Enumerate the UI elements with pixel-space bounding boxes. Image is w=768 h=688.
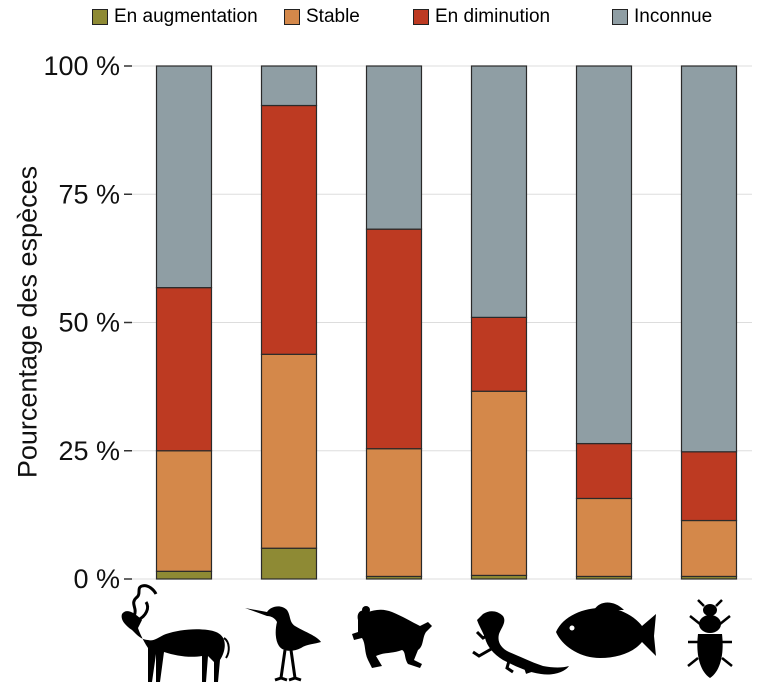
bar-segment bbox=[365, 65, 423, 230]
bar-segment bbox=[155, 450, 213, 572]
gridlines bbox=[132, 65, 752, 580]
bird-silhouette-icon bbox=[245, 606, 321, 682]
legend-label-decreasing: En diminution bbox=[435, 6, 551, 27]
y-axis-ticks: 0 % 25 % 50 % 75 % 100 % bbox=[43, 51, 132, 594]
category-icons bbox=[121, 584, 733, 682]
y-tick-label: 75 % bbox=[58, 179, 120, 209]
y-tick-label: 0 % bbox=[73, 564, 120, 594]
bar-segment bbox=[680, 451, 738, 522]
bar-segment bbox=[575, 497, 633, 578]
bar-segment bbox=[470, 390, 528, 577]
lizard-silhouette-icon bbox=[472, 611, 569, 675]
bar-segment bbox=[155, 65, 213, 289]
legend-item-unknown: Inconnue bbox=[612, 6, 712, 28]
bar-segment bbox=[260, 353, 318, 549]
bar-segment bbox=[575, 442, 633, 500]
beetle-silhouette-icon bbox=[687, 599, 733, 678]
fish-silhouette-icon bbox=[556, 602, 656, 658]
bar-segment bbox=[470, 316, 528, 392]
legend-item-stable: Stable bbox=[284, 6, 360, 28]
legend-item-increasing: En augmentation bbox=[92, 6, 258, 28]
bar-segment bbox=[680, 65, 738, 453]
legend-swatch-increasing bbox=[92, 9, 108, 25]
bar-segment bbox=[575, 65, 633, 445]
bars bbox=[155, 65, 738, 580]
legend: En augmentation Stable En diminution Inc… bbox=[0, 4, 768, 28]
legend-swatch-decreasing bbox=[413, 9, 429, 25]
legend-label-stable: Stable bbox=[306, 6, 360, 27]
bar-segment bbox=[680, 519, 738, 578]
bar-segment bbox=[155, 570, 213, 580]
y-tick-label: 25 % bbox=[58, 436, 120, 466]
bar-segment bbox=[260, 104, 318, 355]
bar-segment bbox=[260, 547, 318, 580]
bar-segment bbox=[365, 228, 423, 450]
bar-segment bbox=[260, 65, 318, 107]
legend-label-increasing: En augmentation bbox=[114, 6, 258, 27]
mammal-silhouette-icon bbox=[121, 584, 230, 682]
bar-segment bbox=[365, 448, 423, 578]
bar-segment bbox=[155, 287, 213, 452]
legend-item-decreasing: En diminution bbox=[413, 6, 550, 28]
frog-silhouette-icon bbox=[352, 606, 432, 668]
bar-segment bbox=[470, 65, 528, 318]
legend-swatch-stable bbox=[284, 9, 300, 25]
legend-label-unknown: Inconnue bbox=[634, 6, 713, 27]
y-tick-label: 50 % bbox=[58, 308, 120, 338]
legend-swatch-unknown bbox=[612, 9, 628, 25]
y-tick-label: 100 % bbox=[43, 51, 120, 81]
